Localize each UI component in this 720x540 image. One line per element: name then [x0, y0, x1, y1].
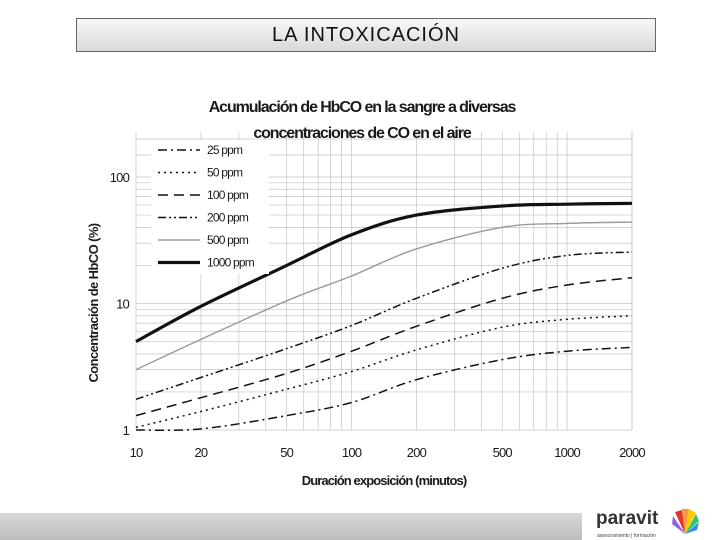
logo-wordmark: paravit: [596, 508, 659, 529]
x-tick-label: 50: [280, 445, 293, 460]
legend: 25 ppm 50 ppm 100 ppm 200 ppm 500 ppm 1000 pp…: [151, 140, 269, 274]
x-tick-label: 200: [407, 445, 427, 460]
legend-entry: 500 ppm: [207, 233, 249, 247]
legend-entry: 100 ppm: [207, 188, 249, 202]
series-line-500-ppm: [135, 221, 633, 371]
y-tick-label: 1: [123, 423, 130, 438]
logo-petals-icon: [672, 509, 699, 534]
series-line-200-ppm: [135, 251, 633, 401]
paravit-logo: paravit asesoramiento | formación: [596, 506, 706, 540]
legend-entry: 1000 ppm: [207, 256, 255, 270]
legend-entry: 200 ppm: [207, 211, 249, 225]
chart-title-line-2: concentraciones de CO en el aire: [253, 125, 472, 142]
legend-box: [151, 140, 269, 274]
y-tick-label: 10: [116, 297, 129, 312]
series-line-25-ppm: [135, 346, 633, 432]
series-lines: [135, 201, 633, 432]
slide-title: LA INTOXICACIÓN: [76, 18, 656, 52]
chart-title-line-1: Acumulación de HbCO en la sangre a diver…: [209, 99, 517, 116]
x-axis-label: Duración exposición (minutos): [302, 473, 467, 488]
x-tick-label: 10: [130, 445, 143, 460]
x-tick-label: 100: [342, 445, 362, 460]
logo-tagline: asesoramiento | formación: [597, 533, 656, 539]
legend-entry: 25 ppm: [207, 143, 243, 157]
grid-lines: [135, 132, 633, 431]
y-tick-label: 100: [110, 170, 130, 185]
legend-entry: 50 ppm: [207, 166, 243, 180]
series-line-100-ppm: [135, 276, 633, 417]
series-line-50-ppm: [135, 315, 633, 429]
x-tick-label: 500: [493, 445, 513, 460]
footer-bar: [0, 513, 582, 540]
series-line-1000-ppm: [135, 201, 633, 344]
x-tick-label: 20: [194, 445, 207, 460]
y-axis-label: Concentración de HbCO (%): [86, 223, 101, 382]
x-tick-label: 2000: [619, 445, 645, 460]
x-tick-label: 1000: [554, 445, 580, 460]
